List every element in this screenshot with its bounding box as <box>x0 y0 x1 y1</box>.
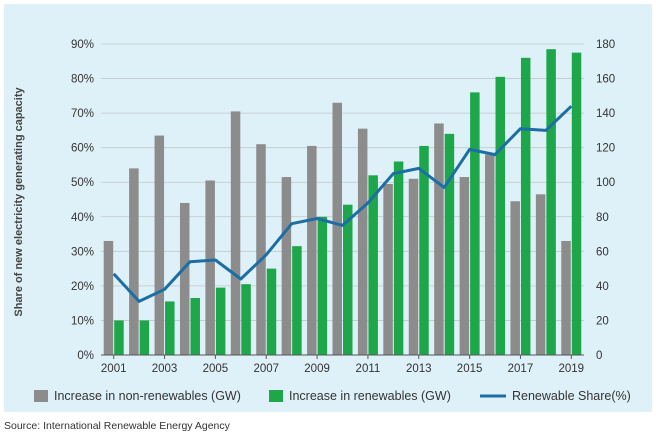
left-tick-label: 70% <box>71 108 94 120</box>
right-tick-label: 180 <box>596 39 615 51</box>
right-tick-label: 60 <box>596 246 609 258</box>
legend-label: Renewable Share(%) <box>512 389 631 403</box>
left-tick-label: 50% <box>71 177 94 189</box>
renewables-bar <box>571 52 582 356</box>
left-tick-label: 0% <box>77 350 94 362</box>
legend: Increase in non-renewables (GW) Increase … <box>34 389 631 403</box>
x-tick-label: 2017 <box>508 363 534 375</box>
x-tick-label: 2013 <box>406 363 432 375</box>
left-tick-label: 80% <box>71 74 94 86</box>
left-tick-label: 60% <box>71 143 94 155</box>
non-renewables-bar <box>510 201 520 355</box>
source-note: Source: International Renewable Energy A… <box>4 420 230 432</box>
non-renewables-bar <box>103 240 114 355</box>
chart-panel: 0% 10% 20% 30% 40% 50% 60% 70% 80% 90% 0 20 40 60 80 1… <box>4 4 652 412</box>
non-renewables-bar <box>129 168 139 355</box>
renewables-bar <box>520 57 531 355</box>
renewables-bar <box>266 268 277 355</box>
non-renewables-bar <box>459 177 470 355</box>
left-tick-label: 30% <box>71 246 94 258</box>
non-renewables-bar <box>332 102 342 355</box>
renewables-bar <box>317 216 328 355</box>
x-tick-label: 2001 <box>101 363 127 375</box>
right-tick-label: 120 <box>596 143 615 155</box>
left-tick-label: 10% <box>71 315 94 327</box>
left-tick-label: 40% <box>71 212 94 224</box>
legend-swatch <box>34 390 48 402</box>
non-renewables-bar <box>485 154 495 355</box>
renewables-bar <box>165 301 175 355</box>
legend-label: Increase in renewables (GW) <box>289 389 451 403</box>
left-axis-ticks: 0% 10% 20% 30% 40% 50% 60% 70% 80% 90% <box>71 39 94 362</box>
non-renewables-bar <box>434 123 444 355</box>
right-tick-label: 80 <box>596 212 609 224</box>
non-renewables-bar <box>154 135 165 355</box>
non-renewables-bar <box>230 111 241 355</box>
non-renewables-bar <box>561 240 571 355</box>
renewables-bar <box>368 175 378 355</box>
renewables-bar <box>495 76 506 356</box>
non-renewables-bar <box>281 177 292 355</box>
renewables-bar <box>419 145 429 355</box>
x-tick-label: 2005 <box>203 363 229 375</box>
right-axis-ticks: 0 20 40 60 80 100 120 140 160 180 <box>596 39 615 362</box>
non-renewables-bar <box>408 178 419 355</box>
right-tick-label: 140 <box>596 108 615 120</box>
renewables-bar <box>343 204 353 355</box>
non-renewables-bar <box>383 183 393 355</box>
renewables-bar <box>139 320 150 355</box>
right-tick-label: 20 <box>596 315 609 327</box>
renewables-bar <box>215 287 226 355</box>
x-axis-ticks: 2001 2003 2005 2007 2009 2011 2013 2015 2017 2019 <box>101 355 584 375</box>
renewable-share-line <box>112 105 573 303</box>
legend-swatch <box>269 390 283 402</box>
x-tick-label: 2011 <box>356 363 381 375</box>
legend-label: Increase in non-renewables (GW) <box>54 389 241 403</box>
renewables-bar <box>241 284 251 355</box>
non-renewables-bar <box>179 202 190 355</box>
right-tick-label: 40 <box>596 281 609 293</box>
renewables-bar <box>546 49 556 355</box>
non-renewables-bar <box>205 180 215 355</box>
right-tick-label: 0 <box>596 350 602 362</box>
x-tick-label: 2019 <box>558 363 584 375</box>
x-tick-label: 2003 <box>152 363 178 375</box>
non-renewables-bar <box>535 194 546 355</box>
left-tick-label: 20% <box>71 281 94 293</box>
non-renewables-bar <box>256 144 266 355</box>
renewables-bar <box>470 92 480 355</box>
chart: 0% 10% 20% 30% 40% 50% 60% 70% 80% 90% 0 20 40 60 80 1… <box>13 39 631 403</box>
left-axis-title: Share of new electricity generating capa… <box>13 86 25 316</box>
x-tick-label: 2009 <box>304 363 330 375</box>
x-tick-label: 2007 <box>253 363 279 375</box>
x-tick-label: 2015 <box>457 363 483 375</box>
non-renewables-bar <box>307 145 317 355</box>
renewables-bar <box>114 320 124 355</box>
left-tick-label: 90% <box>71 39 94 51</box>
bars <box>103 49 582 356</box>
non-renewables-bar <box>357 128 368 355</box>
renewable-share-line-group <box>112 105 573 303</box>
renewables-bar <box>444 133 455 355</box>
renewables-bar <box>393 161 404 355</box>
renewables-bar <box>292 246 302 355</box>
right-tick-label: 100 <box>596 177 615 189</box>
right-tick-label: 160 <box>596 74 615 86</box>
renewables-bar <box>190 297 200 355</box>
